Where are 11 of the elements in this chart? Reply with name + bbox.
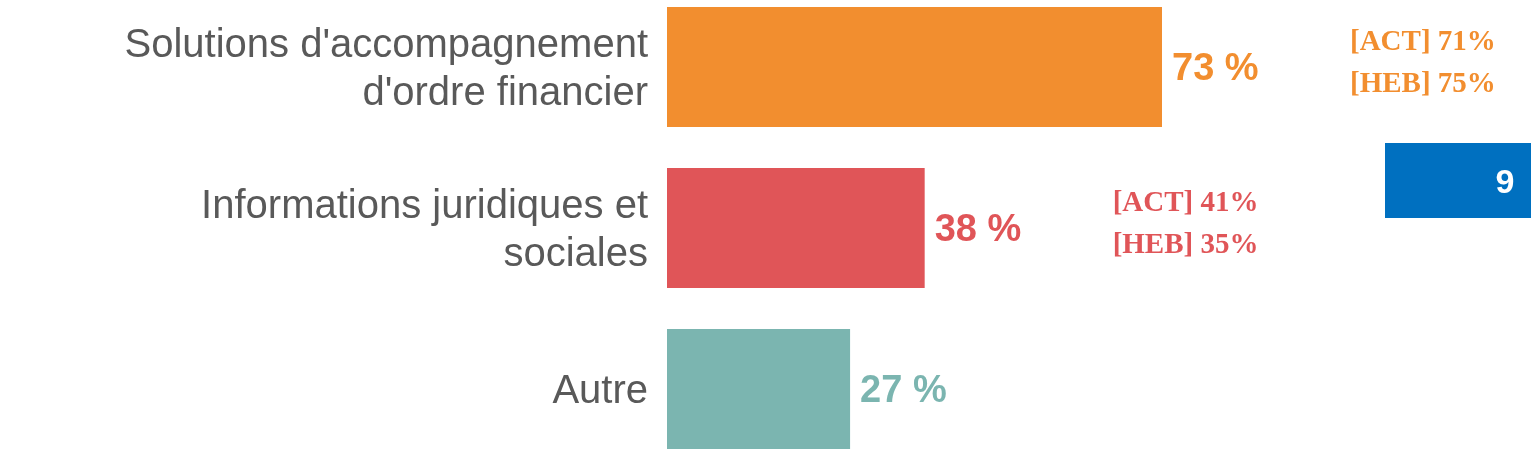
text: 9 — [1495, 162, 1515, 200]
text: [ACT] 71% — [1350, 24, 1496, 56]
y-tick-label: Solutions d'accompagnement d'ordre financier — [124, 21, 648, 113]
y-tick-label: Autre — [552, 367, 648, 411]
annotation: [HEB] 35% — [1112, 227, 1259, 259]
annotation: [ACT] 41% — [1112, 185, 1259, 217]
text: [HEB] 75% — [1350, 66, 1496, 98]
data-label: 27 % — [860, 368, 947, 410]
y-tick-label: Informations juridiques et sociales — [201, 182, 648, 274]
data-label: 38 % — [934, 207, 1022, 249]
data-label: 73 % — [1172, 46, 1259, 88]
